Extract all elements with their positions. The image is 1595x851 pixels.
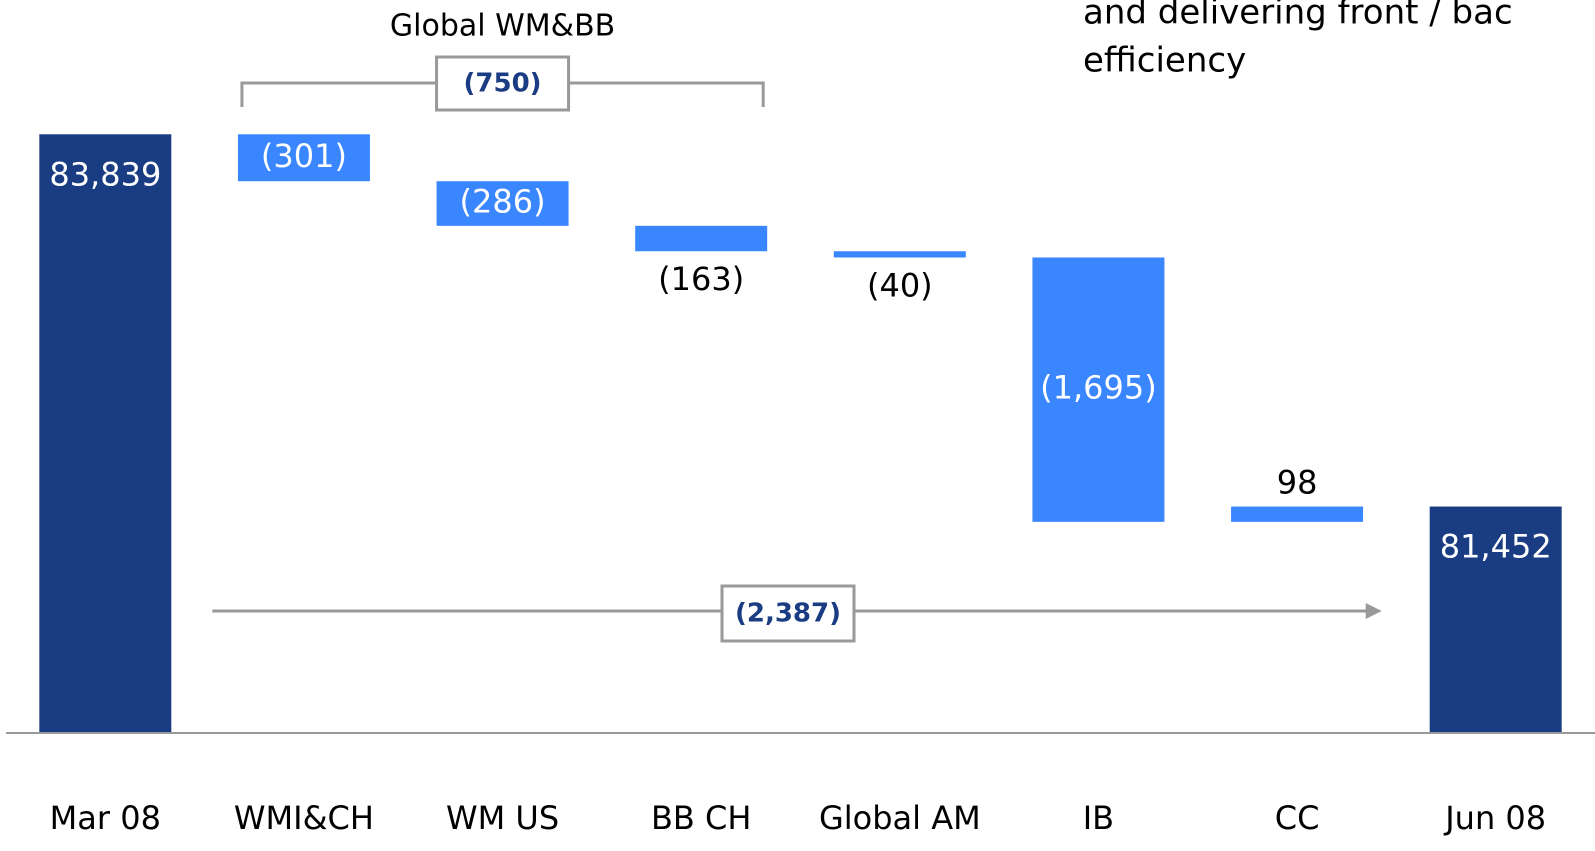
x-tick-label: Mar 08: [50, 799, 161, 837]
x-tick-label: CC: [1275, 799, 1320, 837]
bar: [436, 181, 569, 226]
bar: [237, 134, 370, 182]
x-tick-label: IB: [1083, 799, 1114, 837]
bar: [635, 225, 768, 252]
bar: [39, 134, 172, 733]
x-tick-label: WMI&CH: [234, 799, 374, 837]
x-tick-label: BB CH: [651, 799, 751, 837]
value-label: 81,452: [1440, 528, 1552, 566]
value-label: (301): [261, 137, 347, 175]
value-label: 83,839: [49, 155, 161, 193]
bracket-title: Global WM&BB: [390, 9, 615, 44]
bracket-label: (750): [464, 69, 542, 99]
note-line: and delivering front / bac: [1083, 0, 1513, 33]
x-tick-label: Jun 08: [1443, 799, 1546, 837]
x-tick-label: Global AM: [819, 799, 981, 837]
arrow-head: [1365, 603, 1382, 619]
bar: [1032, 257, 1165, 522]
value-label: 98: [1277, 464, 1318, 502]
value-label: (40): [867, 266, 933, 304]
value-label: (163): [658, 260, 744, 298]
arrow-label: (2,387): [735, 599, 841, 629]
x-tick-label: WM US: [446, 799, 559, 837]
value-label: (286): [460, 183, 546, 221]
bar: [1429, 506, 1562, 733]
bar: [833, 251, 966, 258]
note-line: efficiency: [1083, 41, 1246, 81]
value-label: (1,695): [1040, 369, 1157, 407]
bar: [1231, 506, 1364, 522]
arrow-box: [720, 584, 856, 643]
bracket-box: [435, 55, 571, 112]
